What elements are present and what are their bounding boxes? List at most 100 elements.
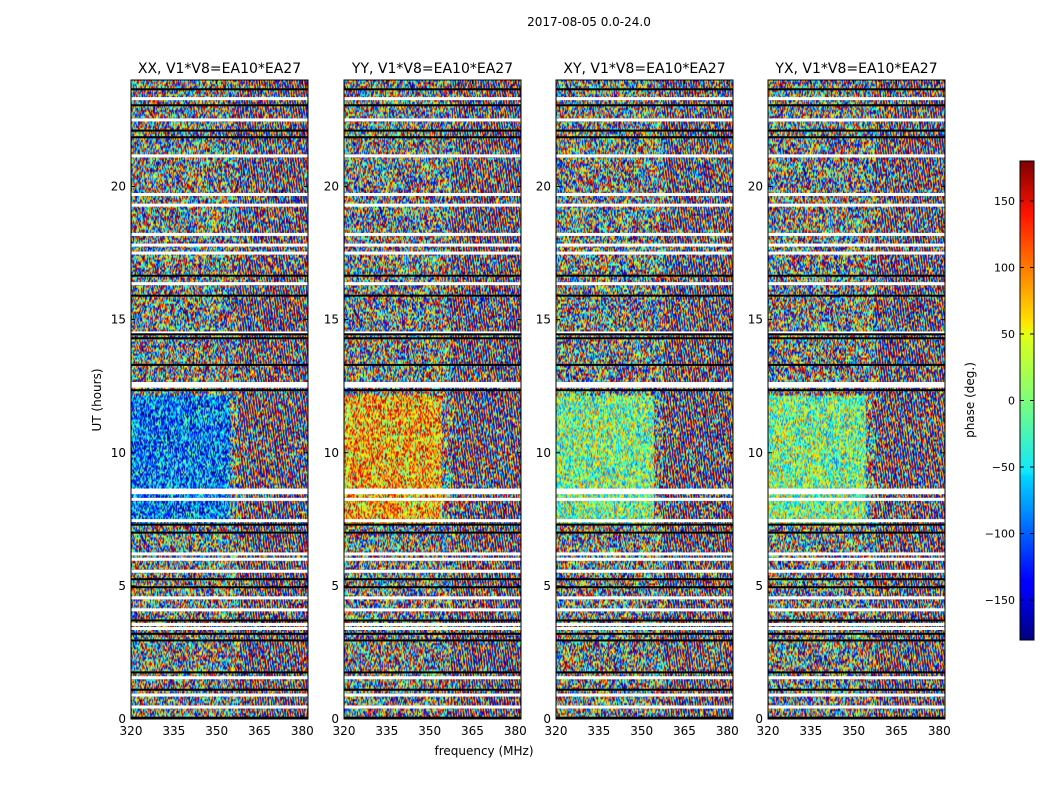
flag-band-white [131, 608, 308, 612]
colorbar-tick-label: 0 [1008, 395, 1015, 408]
flag-band-white [131, 491, 308, 495]
flag-band-black [556, 136, 733, 139]
flag-band-black [768, 523, 945, 526]
flag-band-white [768, 622, 945, 626]
panel-yx: YX, V1*V8=EA10*EA27 320 335 350 365 380 0 5 10 15… [748, 61, 951, 738]
colorbar-tick-label: −100 [985, 528, 1015, 541]
flag-band-black [556, 333, 733, 336]
flag-band-white [556, 118, 733, 122]
y-tick-label: 15 [324, 313, 339, 327]
flag-band-black [344, 337, 521, 340]
x-tick-label: 335 [587, 724, 610, 738]
flag-band-white [768, 203, 945, 207]
flag-band-black [131, 389, 308, 392]
flag-band-black [131, 586, 308, 589]
flag-band-white [344, 251, 521, 255]
flag-band-white [768, 705, 945, 709]
flag-band-black [768, 294, 945, 297]
flag-band-black [556, 389, 733, 392]
flag-band-black [556, 523, 733, 526]
flag-band-white [344, 497, 521, 501]
y-tick-label: 10 [324, 446, 339, 460]
y-tick-label: 15 [536, 313, 551, 327]
flag-band-black [556, 671, 733, 674]
flag-band-black [344, 619, 521, 622]
flag-band-black [131, 578, 308, 581]
flag-band-white [768, 488, 945, 492]
x-tick-label: 350 [418, 724, 441, 738]
flag-band-black [768, 129, 945, 132]
flag-band-black [556, 639, 733, 642]
flag-band-black [556, 294, 733, 297]
x-tick-label: 380 [716, 724, 739, 738]
flag-band-white [768, 626, 945, 630]
flag-band-black [768, 88, 945, 91]
flag-band-black [344, 274, 521, 277]
flag-band-black [344, 531, 521, 534]
flag-band-white [131, 596, 308, 600]
flag-band-black [344, 586, 521, 589]
flag-band-black [768, 586, 945, 589]
flag-band-white [344, 519, 521, 523]
flag-band-black [344, 639, 521, 642]
y-tick-label: 5 [543, 579, 551, 593]
x-tick-label: 350 [205, 724, 228, 738]
flag-band-white [556, 203, 733, 207]
flag-band-white [768, 282, 945, 286]
flag-band-black [556, 363, 733, 366]
x-tick-label: 320 [545, 724, 568, 738]
flag-band-black [768, 688, 945, 691]
flag-band-white [131, 557, 308, 561]
heatmap-image [556, 80, 733, 719]
flag-band-white [556, 626, 733, 630]
flag-band-black [768, 639, 945, 642]
flag-band-white [556, 97, 733, 101]
flag-band-white [768, 154, 945, 158]
y-tick-label: 10 [111, 446, 126, 460]
panel-title: YX, V1*V8=EA10*EA27 [774, 61, 937, 77]
panel-title: YY, V1*V8=EA10*EA27 [351, 61, 513, 77]
flag-band-black [131, 639, 308, 642]
flag-band-white [556, 251, 733, 255]
flag-band-white [556, 608, 733, 612]
flag-band-white [131, 622, 308, 626]
flag-band-black [768, 363, 945, 366]
flag-band-white [131, 282, 308, 286]
x-tick-label: 335 [162, 724, 185, 738]
panel-frame [767, 79, 946, 720]
flag-band-white [131, 569, 308, 573]
flag-band-white [556, 331, 733, 335]
flag-band-white [768, 608, 945, 612]
y-tick-label: 10 [748, 446, 763, 460]
flag-band-white [344, 192, 521, 196]
y-tick-label: 20 [111, 180, 126, 194]
flag-band-black [768, 337, 945, 340]
flag-band-black [344, 136, 521, 139]
flag-band-black [131, 88, 308, 91]
flag-band-black [768, 333, 945, 336]
flag-band-black [344, 578, 521, 581]
flag-band-white [768, 243, 945, 247]
flag-band-white [768, 118, 945, 122]
flag-band-white [768, 384, 945, 388]
flag-band-black [768, 632, 945, 635]
x-axis-label: frequency (MHz) [434, 744, 533, 758]
flag-band-white [768, 251, 945, 255]
flag-band-black [768, 671, 945, 674]
flag-band-black [768, 136, 945, 139]
flag-band-black [131, 531, 308, 534]
flag-band-black [344, 363, 521, 366]
panel-xy: XY, V1*V8=EA10*EA27 320 335 350 365 380 0 5 10 15… [536, 61, 739, 738]
y-tick-label: 5 [118, 579, 126, 593]
flag-band-white [131, 497, 308, 501]
y-tick-label: 0 [755, 712, 763, 726]
flag-band-black [768, 716, 945, 719]
flag-band-white [556, 282, 733, 286]
flag-band-white [768, 97, 945, 101]
flag-band-black [768, 531, 945, 534]
flag-band-white [344, 203, 521, 207]
y-tick-label: 15 [748, 313, 763, 327]
y-tick-label: 15 [111, 313, 126, 327]
flag-band-white [344, 331, 521, 335]
x-tick-label: 380 [291, 724, 314, 738]
